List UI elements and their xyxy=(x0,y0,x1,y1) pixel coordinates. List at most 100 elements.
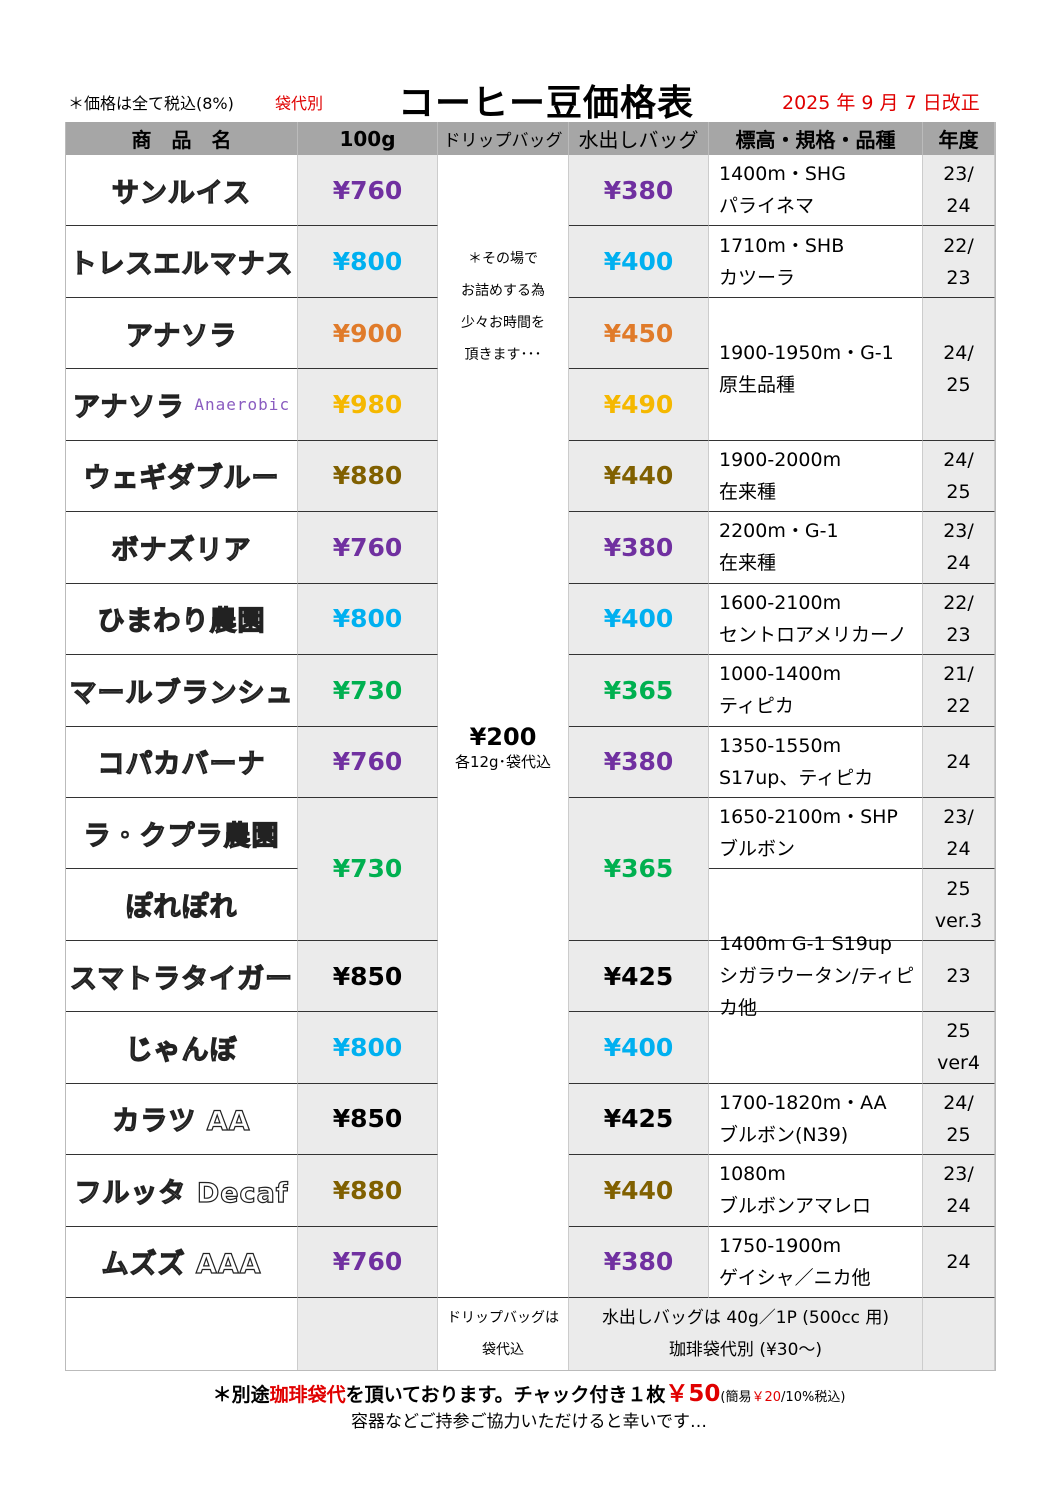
price-cold-brew: ¥400 xyxy=(569,1012,709,1084)
price-cold-brew-value: ¥380 xyxy=(603,175,674,205)
year-line: 23/ xyxy=(943,520,974,543)
year-line: 25 xyxy=(946,1020,971,1043)
product-name: ムズズ AAA xyxy=(66,1226,298,1298)
year-cell: 25 ver4 xyxy=(923,1012,995,1084)
spec-line: ブルボン xyxy=(719,838,796,861)
year-cell: 21/22 xyxy=(923,655,995,727)
year-line: 24 xyxy=(946,195,971,218)
product-name: じゃんぼ xyxy=(66,1012,298,1084)
spec-cell: 1080m ブルボンアマレロ xyxy=(709,1155,923,1227)
price-100g-value: ¥850 xyxy=(332,1104,403,1134)
year-cell: 23 xyxy=(923,940,995,1013)
spec-line: ティピカ xyxy=(719,695,794,718)
year-line: 25 xyxy=(946,480,971,503)
year-line: 24/ xyxy=(943,341,974,364)
price-cold-brew-value: ¥400 xyxy=(603,1032,674,1062)
price-cold-brew-value: ¥440 xyxy=(603,461,674,491)
year-cell: 23/24 xyxy=(923,1155,995,1227)
product-name: ウェギダブルー xyxy=(66,440,298,513)
product-name: コパカバーナ xyxy=(66,726,298,798)
product-name: ラ・クプラ農園 xyxy=(66,797,298,870)
product-name-text: ぽれぽれ xyxy=(125,891,238,924)
header-100g: 100g xyxy=(298,122,438,155)
price-table: 商 品 名 100g ドリップバッグ 水出しバッグ 標高・規格・品種 年度 ＊その場で お詰め… xyxy=(65,122,996,1371)
drip-note: ＊その場で お詰めする為 少々お時間を 頂きます･･･ xyxy=(438,243,568,371)
spec-line: 1900-2000m xyxy=(719,448,842,471)
product-name-text: ひまわり農園 xyxy=(97,606,266,638)
product-name-text: サンルイス xyxy=(111,177,252,209)
price-100g: ¥850 xyxy=(298,940,438,1013)
container-request-note: 容器などご持参ご協力いただけると幸いです… xyxy=(351,1412,707,1432)
spec-cell: 2200m・G-1 在来種 xyxy=(709,512,923,584)
product-name-text: ラ・クプラ農園 xyxy=(83,820,280,852)
price-100g: ¥730 xyxy=(298,655,438,727)
price-100g: ¥760 xyxy=(298,155,438,227)
year-line: 24 xyxy=(946,750,971,773)
price-100g: ¥900 xyxy=(298,297,438,370)
product-name-text: スマトラタイガー xyxy=(69,963,294,995)
spec-cell: 1710m・SHB カツーラ xyxy=(709,226,923,298)
year-cell: 23/24 xyxy=(923,155,995,227)
drip-note-line: ＊その場で xyxy=(468,251,538,267)
spec-line: 1400m・SHG xyxy=(719,163,846,186)
spec-line: シガラウータン/ティピカ他 xyxy=(719,965,915,1020)
price-100g: ¥760 xyxy=(298,512,438,584)
spec-line: 1400m G-1 S19up xyxy=(719,933,892,956)
year-cell: 23/24 xyxy=(923,797,995,870)
year-line: 23/ xyxy=(943,1163,974,1186)
year-line: 21/ xyxy=(943,663,974,686)
year-cell: 24/25 xyxy=(923,1083,995,1156)
product-name: ひまわり農園 xyxy=(66,583,298,656)
price-100g: ¥760 xyxy=(298,1226,438,1298)
spec-line: 1080m xyxy=(719,1163,786,1186)
price-100g: ¥800 xyxy=(298,583,438,656)
spec-line: パライネマ xyxy=(719,195,815,218)
spec-cell: 1900-2000m 在来種 xyxy=(709,440,923,513)
product-name: マールブランシュ xyxy=(66,655,298,727)
year-cell: 24/25 xyxy=(923,297,995,441)
price-100g-value: ¥800 xyxy=(332,604,403,634)
price-cold-brew-value: ¥380 xyxy=(603,747,674,777)
spec-line: 1600-2100m xyxy=(719,591,842,614)
price-cold-brew: ¥425 xyxy=(569,940,709,1013)
footer-cold-brew-note: 水出しバッグは 40g／1P (500cc 用) 珈琲袋代別 (¥30～) xyxy=(569,1298,923,1370)
price-100g-value: ¥760 xyxy=(332,532,403,562)
spec-line: 1700-1820m・AA xyxy=(719,1091,887,1114)
year-line: 23/ xyxy=(943,163,974,186)
spec-cell: 1900-1950m・G-1 原生品種 xyxy=(709,297,923,441)
price-cold-brew: ¥380 xyxy=(569,1226,709,1298)
price-100g: ¥800 xyxy=(298,1012,438,1084)
footer-drip-note: ドリップバッグは 袋代込 xyxy=(438,1298,569,1370)
drip-note-line: 少々お時間を xyxy=(461,315,545,331)
spec-cell: 1400m・SHG パライネマ xyxy=(709,155,923,227)
price-cold-brew-value: ¥365 xyxy=(603,675,674,705)
price-100g-value: ¥900 xyxy=(332,318,403,348)
price-100g-value: ¥850 xyxy=(332,961,403,991)
spec-line: 在来種 xyxy=(719,552,777,575)
price-cold-brew: ¥490 xyxy=(569,369,709,441)
year-line: 25 xyxy=(946,877,971,900)
price-cold-brew-value: ¥380 xyxy=(603,1247,674,1277)
spec-cell: 1350-1550m S17up、ティピカ xyxy=(709,726,923,798)
spec-line: 1000-1400m xyxy=(719,663,842,686)
footer-cold-brew-line: 珈琲袋代別 (¥30～) xyxy=(668,1340,823,1360)
price-cold-brew: ¥380 xyxy=(569,726,709,798)
year-line: 23 xyxy=(946,623,971,646)
spec-line: ゲイシャ／ニカ他 xyxy=(719,1266,871,1289)
year-line: 23/ xyxy=(943,806,974,829)
revision-date: 2025 年 9 月 7 日改正 xyxy=(782,92,980,114)
header-cold-brew-bag: 水出しバッグ xyxy=(569,122,709,155)
price-100g-value: ¥730 xyxy=(332,675,403,705)
simple-bag-price: ￥20 xyxy=(751,1390,782,1405)
drip-note-line: 頂きます･･･ xyxy=(464,347,542,363)
year-cell: 24/25 xyxy=(923,440,995,513)
year-line: 24 xyxy=(946,1195,971,1218)
spec-cell: 1000-1400m ティピカ xyxy=(709,655,923,727)
price-cold-brew-value: ¥425 xyxy=(603,1104,674,1134)
product-name-text: じゃんぼ xyxy=(125,1034,238,1066)
product-name: トレスエルマナス xyxy=(66,226,298,298)
year-cell: 23/24 xyxy=(923,512,995,584)
year-line: 22/ xyxy=(943,234,974,257)
spec-line: 1750-1900m xyxy=(719,1234,842,1257)
footnote-highlight: 珈琲袋代 xyxy=(269,1384,346,1406)
